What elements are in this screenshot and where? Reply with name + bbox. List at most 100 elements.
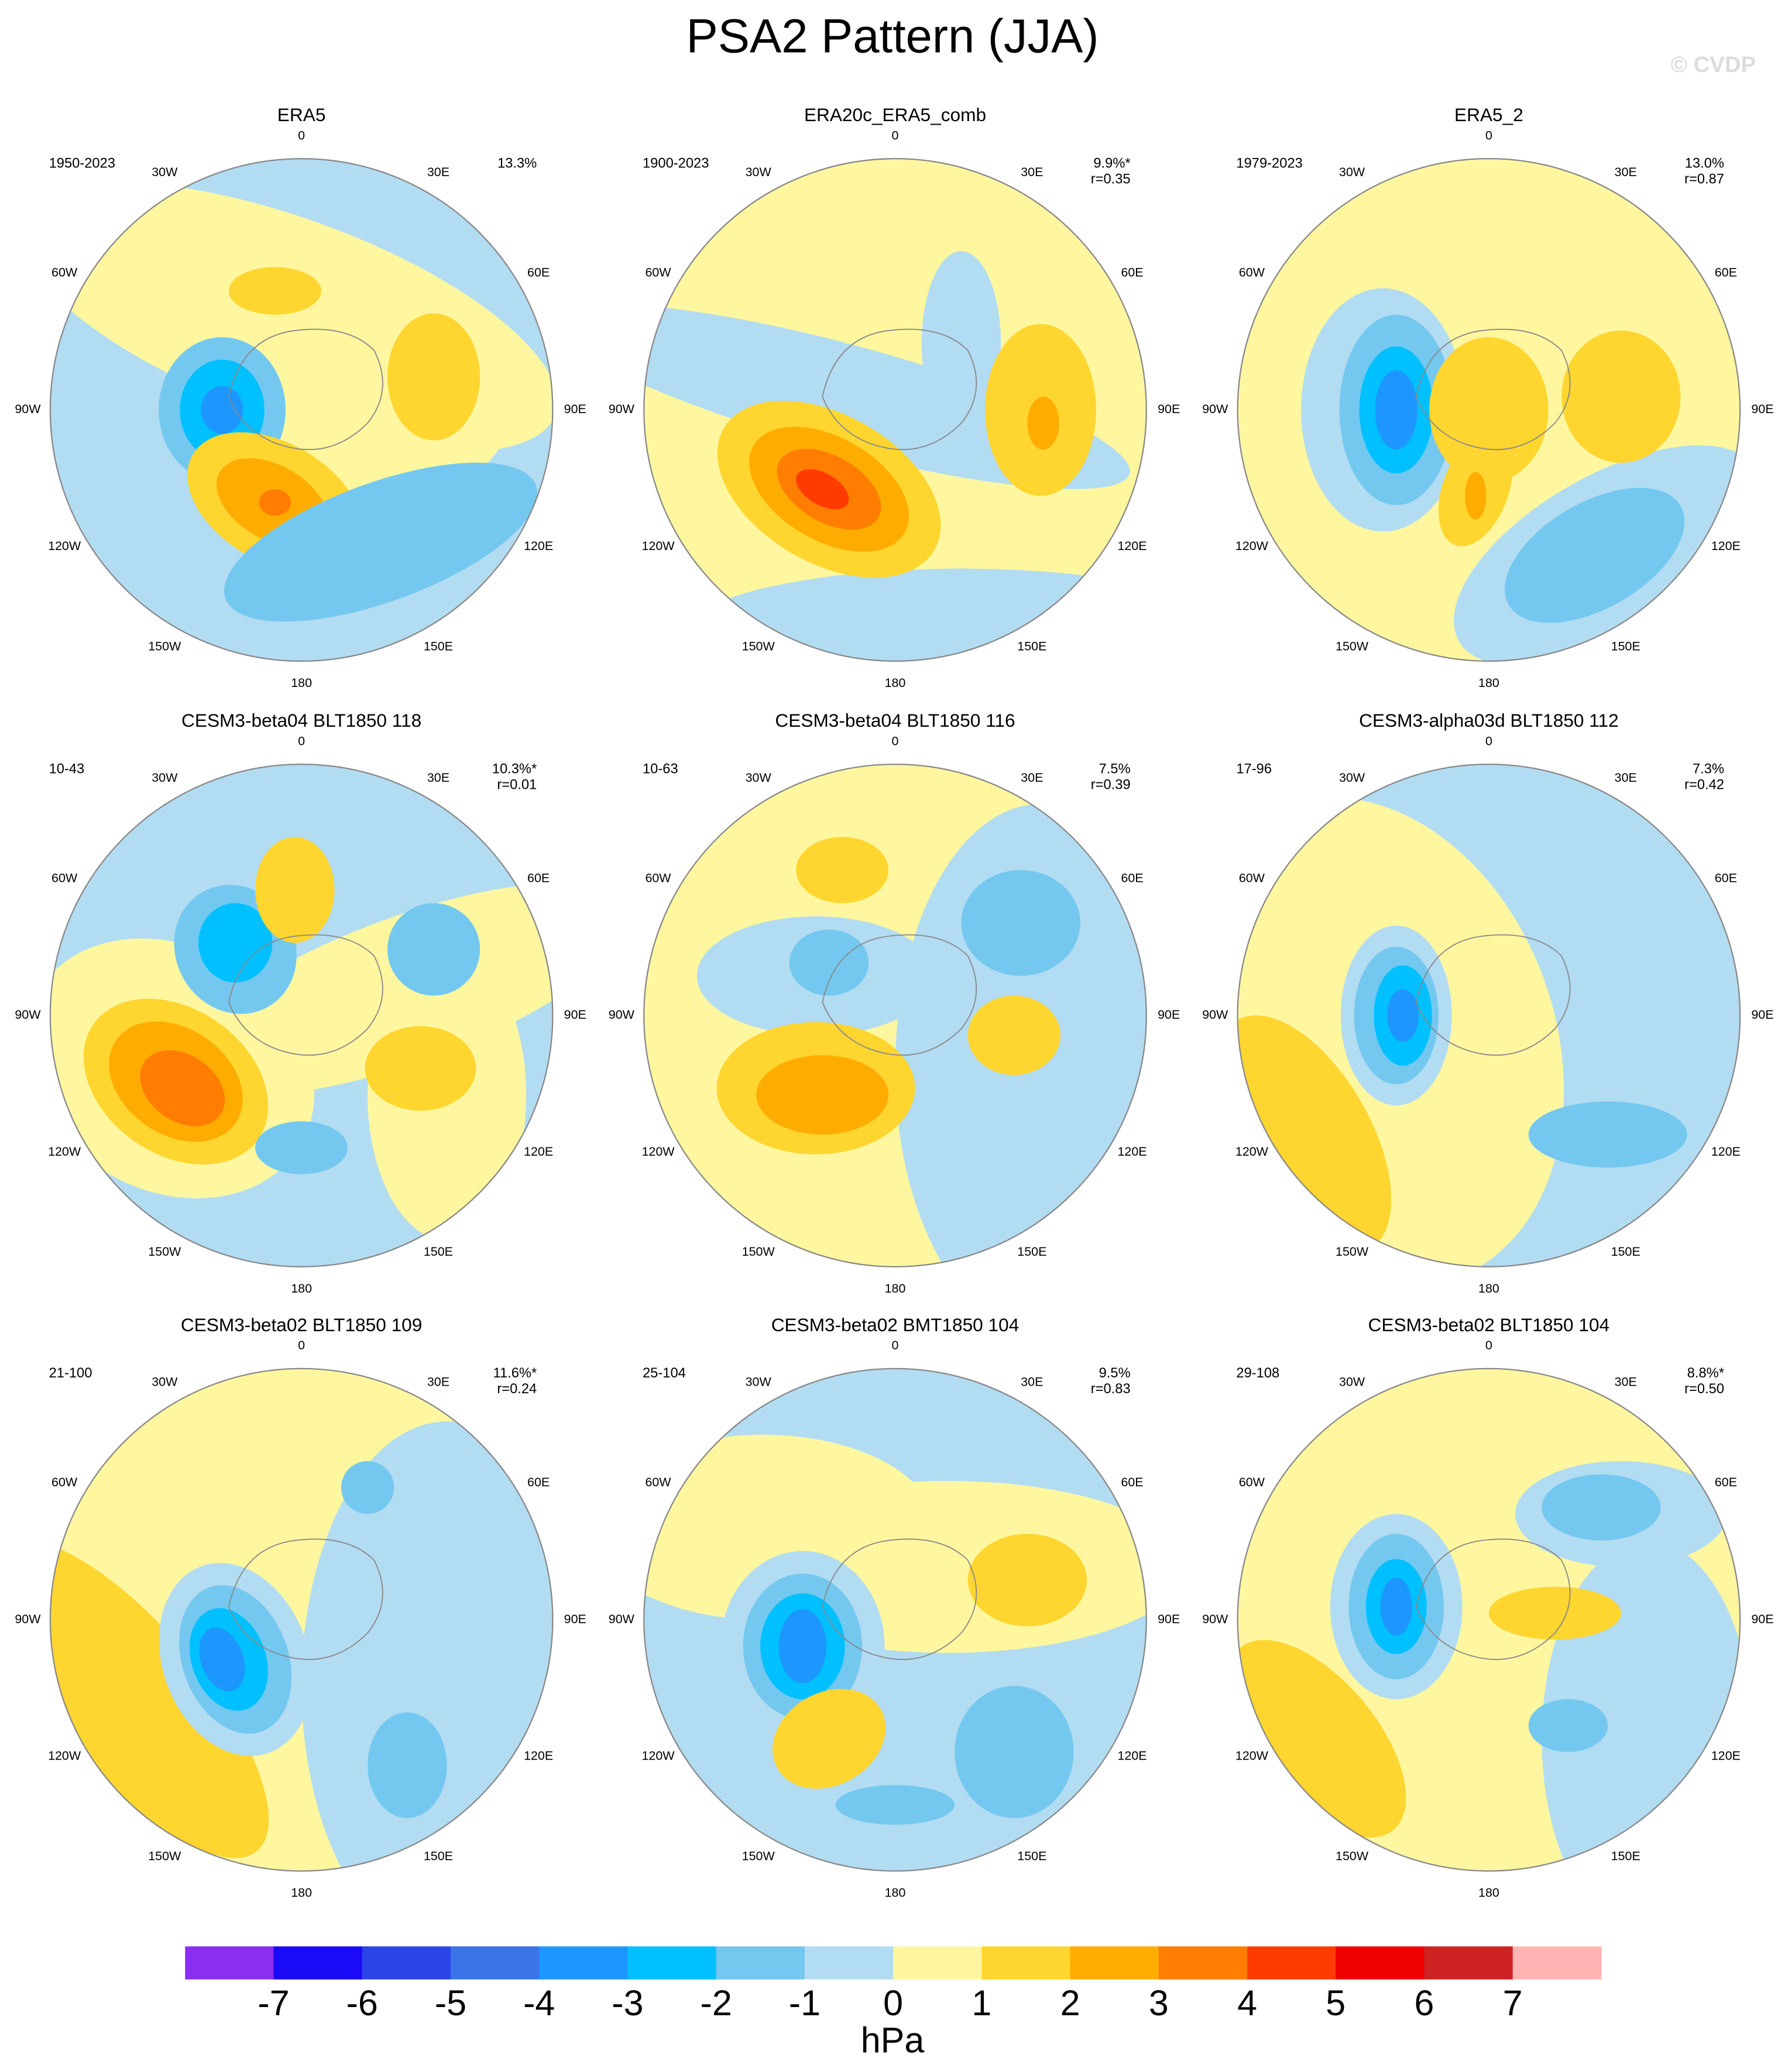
longitude-label: 150W [1336, 639, 1369, 653]
longitude-label: 60W [1239, 265, 1265, 279]
longitude-label: 120W [641, 1749, 675, 1763]
colorbar-box [804, 1946, 894, 1980]
period-label: 10-43 [49, 761, 85, 776]
map-field [644, 1368, 1146, 1871]
map-field [1237, 1368, 1741, 1871]
longitude-label: 120E [524, 1749, 553, 1763]
longitude-label: 60E [1121, 871, 1143, 885]
longitude-label: 60E [1715, 1475, 1737, 1489]
longitude-label: 90E [1158, 402, 1180, 416]
longitude-label: 60W [1239, 1475, 1265, 1489]
panel-title: CESM3-beta02 BLT1850 109 [181, 1314, 423, 1335]
contour-region [756, 1055, 889, 1135]
longitude-label: 60E [527, 265, 550, 279]
map-panel: ERA20c_ERA5_comb 1900-2023 9.9%*r=0.35 0 30E… [609, 104, 1180, 690]
longitude-label: 60W [1239, 871, 1265, 885]
antarctica-outline [228, 1538, 383, 1660]
longitude-label: 90W [15, 1008, 41, 1022]
longitude-label: 0 [892, 734, 899, 748]
longitude-label: 120W [48, 1749, 81, 1763]
longitude-label: 180 [885, 1886, 906, 1900]
map-panel: ERA5_2 1979-2023 13.0%r=0.87 0 30E 60E 90E 120E… [1202, 104, 1774, 690]
contour-region [228, 267, 321, 315]
colorbar-label: -6 [346, 1983, 378, 2023]
contour-region [921, 251, 1001, 437]
longitude-label: 120W [641, 1145, 675, 1159]
correlation-label: r=0.42 [1684, 778, 1724, 793]
longitude-label: 90W [609, 402, 635, 416]
contour-region [1375, 370, 1417, 450]
longitude-label: 60E [1121, 1475, 1143, 1489]
colorbar-box [716, 1946, 805, 1980]
colorbar-label: 7 [1503, 1983, 1523, 2023]
correlation-label: r=0.83 [1091, 1382, 1131, 1397]
longitude-label: 0 [298, 1338, 305, 1352]
longitude-label: 120E [1117, 539, 1146, 553]
longitude-label: 60W [52, 265, 78, 279]
correlation-label: r=0.87 [1684, 172, 1724, 187]
antarctica-outline [822, 934, 977, 1056]
contour-region [198, 903, 273, 982]
longitude-label: 30E [1021, 771, 1043, 785]
longitude-label: 30W [746, 1375, 772, 1389]
longitude-label: 90W [15, 402, 41, 416]
longitude-label: 60W [52, 871, 78, 885]
contour-region [796, 469, 849, 510]
colorbar-label: 1 [972, 1983, 991, 2023]
longitude-label: 30E [1615, 1375, 1637, 1389]
map-border [1237, 1367, 1741, 1872]
longitude-label: 30E [427, 165, 449, 179]
colorbar-label: 2 [1060, 1983, 1080, 2023]
colorbar-box [539, 1946, 629, 1980]
colorbar-label: 3 [1149, 1983, 1169, 2023]
contour-region [140, 1050, 225, 1126]
colorbar-box [1424, 1946, 1513, 1980]
longitude-label: 150E [424, 1849, 453, 1863]
period-label: 21-100 [49, 1366, 92, 1381]
contour-region [967, 995, 1060, 1075]
contour-region [1465, 472, 1487, 520]
longitude-label: 30E [427, 771, 449, 785]
longitude-label: 30W [746, 165, 772, 179]
longitude-label: 30W [152, 1375, 178, 1389]
longitude-label: 30W [746, 771, 772, 785]
map-border [49, 158, 554, 662]
colorbar-box [362, 1946, 451, 1980]
longitude-label: 60E [1121, 265, 1143, 279]
percent-label: 8.8%* [1687, 1366, 1724, 1381]
period-label: 1950-2023 [49, 156, 115, 171]
longitude-label: 90E [564, 1008, 586, 1022]
map-panel: ERA5 1950-2023 13.3% 0 30E 60E 90E 120E 150E 180 1… [15, 104, 586, 690]
colorbar-label: -5 [435, 1983, 466, 2023]
contour-region [1237, 1015, 1392, 1254]
longitude-label: 90E [1752, 402, 1774, 416]
percent-label: 10.3%* [492, 761, 537, 776]
longitude-label: 60E [1715, 265, 1737, 279]
longitude-label: 30W [152, 165, 178, 179]
panel-title: ERA5 [277, 104, 326, 125]
longitude-label: 60E [1715, 871, 1737, 885]
percent-label: 7.3% [1693, 761, 1724, 776]
longitude-label: 90W [1202, 1008, 1228, 1022]
panel-title: CESM3-beta02 BMT1850 104 [771, 1314, 1019, 1335]
map-field [1237, 159, 1741, 661]
map-panel: CESM3-beta02 BLT1850 109 21-100 11.6%*r=0.… [15, 1314, 586, 1900]
longitude-label: 120E [1711, 1145, 1741, 1159]
panel-title: ERA5_2 [1454, 104, 1523, 125]
longitude-label: 120E [1117, 1749, 1146, 1763]
antarctica-outline [228, 934, 383, 1056]
longitude-label: 30E [1021, 1375, 1043, 1389]
longitude-label: 30W [1339, 1375, 1365, 1389]
map-panel: CESM3-beta04 BLT1850 116 10-63 7.5% r=0.39 0… [609, 710, 1180, 1296]
longitude-label: 30W [1339, 165, 1365, 179]
map-border [643, 763, 1147, 1267]
correlation-label: r=0.39 [1091, 778, 1131, 793]
percent-label: 13.3% [497, 156, 537, 171]
antarctica-outline [1415, 1538, 1571, 1660]
longitude-label: 120W [641, 539, 675, 553]
correlation-label: r=0.01 [497, 778, 537, 793]
colorbar-label: 4 [1237, 1983, 1257, 2023]
longitude-label: 180 [1478, 1886, 1499, 1900]
map-panel: CESM3-beta04 BLT1850 118 10-43 10.3%* r=0.0… [15, 710, 586, 1296]
